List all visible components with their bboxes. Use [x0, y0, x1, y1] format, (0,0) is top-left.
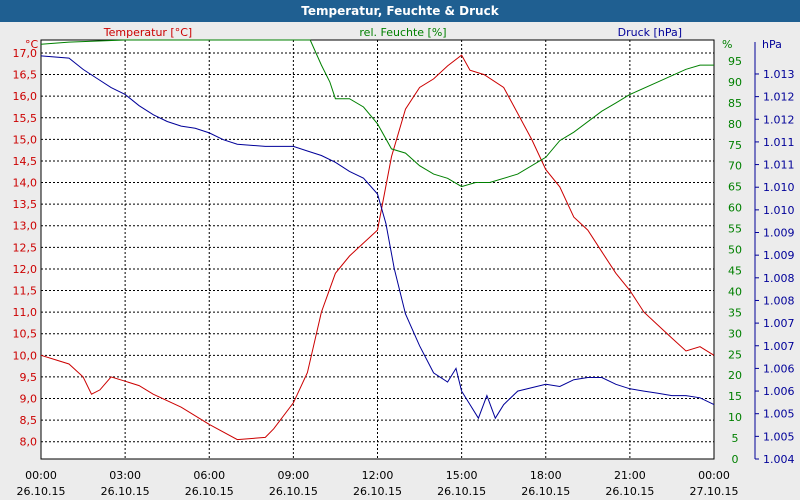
temperature-axis: 8,0 8,5 9,0 9,5 10,0 10,5 11,0 11,5 12,0 12,5 13,0…	[13, 47, 38, 449]
date-tick-label: 26.10.15	[185, 485, 234, 498]
date-tick-label: 26.10.15	[269, 485, 318, 498]
pressure-tick-label: 1.006	[763, 385, 795, 398]
temperature-tick-label: 8,0	[20, 436, 38, 449]
temperature-unit: °C	[25, 38, 39, 51]
temperature-tick-label: 16,5	[13, 69, 38, 82]
time-axis: 00:00 26.10.15 03:00 26.10.15 06:00 26.10.15 0…	[17, 469, 739, 498]
chart-title: Temperatur, Feuchte & Druck	[0, 0, 800, 22]
temperature-tick-label: 11,5	[13, 285, 38, 298]
humidity-tick-label: 10	[728, 411, 742, 424]
date-tick-label: 26.10.15	[437, 485, 486, 498]
humidity-tick-label: 35	[728, 306, 742, 319]
pressure-tick-label: 1.012	[763, 91, 795, 104]
pressure-tick-label: 1.010	[763, 181, 795, 194]
grid	[41, 40, 714, 459]
humidity-tick-label: 0	[732, 453, 739, 466]
temperature-tick-label: 9,0	[20, 393, 38, 406]
pressure-axis-title: Druck [hPa]	[618, 26, 682, 39]
series-layer	[40, 39, 715, 441]
temperature-axis-title: Temperatur [°C]	[103, 26, 192, 39]
time-tick-label: 06:00	[193, 469, 225, 482]
temperature-tick-label: 9,5	[20, 371, 38, 384]
humidity-tick-label: 50	[728, 244, 742, 257]
date-tick-label: 26.10.15	[101, 485, 150, 498]
humidity-tick-label: 85	[728, 97, 742, 110]
humidity-tick-label: 95	[728, 55, 742, 68]
pressure-tick-label: 1.013	[763, 68, 795, 81]
date-tick-label: 27.10.15	[690, 485, 739, 498]
humidity-tick-label: 20	[728, 369, 742, 382]
temperature-series-line	[40, 54, 715, 441]
temperature-tick-label: 10,5	[13, 328, 38, 341]
temperature-tick-label: 13,5	[13, 198, 38, 211]
time-tick-label: 15:00	[446, 469, 478, 482]
humidity-tick-label: 55	[728, 223, 742, 236]
time-tick-label: 00:00	[698, 469, 730, 482]
humidity-tick-label: 40	[728, 285, 742, 298]
date-tick-label: 26.10.15	[17, 485, 66, 498]
temperature-tick-label: 10,0	[13, 349, 38, 362]
temperature-tick-label: 13,0	[13, 220, 38, 233]
humidity-tick-label: 80	[728, 118, 742, 131]
temperature-tick-label: 15,0	[13, 133, 38, 146]
pressure-tick-label: 1.006	[763, 362, 795, 375]
date-tick-label: 26.10.15	[605, 485, 654, 498]
pressure-tick-label: 1.005	[763, 408, 795, 421]
time-tick-label: 21:00	[614, 469, 646, 482]
temperature-tick-label: 14,0	[13, 177, 38, 190]
temperature-tick-label: 15,5	[13, 112, 38, 125]
time-tick-label: 12:00	[362, 469, 394, 482]
humidity-unit: %	[722, 38, 732, 51]
pressure-tick-label: 1.011	[763, 159, 795, 172]
pressure-series-line	[40, 55, 715, 420]
humidity-axis: 0 5 10 15 20 25 30 35 40 45 50 55 60 65 70 75 80 85 90 95	[728, 55, 742, 466]
humidity-axis-title: rel. Feuchte [%]	[359, 26, 446, 39]
temperature-tick-label: 11,0	[13, 306, 38, 319]
humidity-tick-label: 5	[732, 432, 739, 445]
pressure-tick-label: 1.008	[763, 272, 795, 285]
humidity-tick-label: 70	[728, 160, 742, 173]
pressure-tick-label: 1.009	[763, 227, 795, 240]
pressure-tick-label: 1.008	[763, 294, 795, 307]
date-tick-label: 26.10.15	[353, 485, 402, 498]
time-tick-label: 03:00	[109, 469, 141, 482]
time-tick-label: 00:00	[25, 469, 57, 482]
pressure-tick-label: 1.004	[763, 453, 795, 466]
humidity-tick-label: 75	[728, 139, 742, 152]
temperature-tick-label: 12,0	[13, 263, 38, 276]
humidity-tick-label: 30	[728, 327, 742, 340]
time-tick-label: 18:00	[530, 469, 562, 482]
temperature-tick-label: 14,5	[13, 155, 38, 168]
pressure-tick-label: 1.007	[763, 340, 795, 353]
pressure-tick-label: 1.007	[763, 317, 795, 330]
time-tick-label: 09:00	[278, 469, 310, 482]
humidity-tick-label: 25	[728, 348, 742, 361]
humidity-tick-label: 90	[728, 76, 742, 89]
pressure-tick-label: 1.011	[763, 136, 795, 149]
pressure-unit: hPa	[762, 38, 782, 51]
temperature-tick-label: 12,5	[13, 241, 38, 254]
humidity-tick-label: 60	[728, 202, 742, 215]
pressure-tick-label: 1.012	[763, 113, 795, 126]
pressure-axis: 1.004 1.005 1.005 1.006 1.006 1.007 1.007 1.008…	[754, 42, 795, 466]
temperature-tick-label: 8,5	[20, 414, 38, 427]
date-tick-label: 26.10.15	[521, 485, 570, 498]
temperature-tick-label: 16,0	[13, 90, 38, 103]
temperature-tick-label: 17,0	[13, 47, 38, 60]
pressure-tick-label: 1.009	[763, 249, 795, 262]
pressure-tick-label: 1.005	[763, 430, 795, 443]
humidity-tick-label: 65	[728, 181, 742, 194]
humidity-tick-label: 15	[728, 390, 742, 403]
humidity-series-line	[40, 39, 714, 188]
pressure-tick-label: 1.010	[763, 204, 795, 217]
humidity-tick-label: 45	[728, 264, 742, 277]
